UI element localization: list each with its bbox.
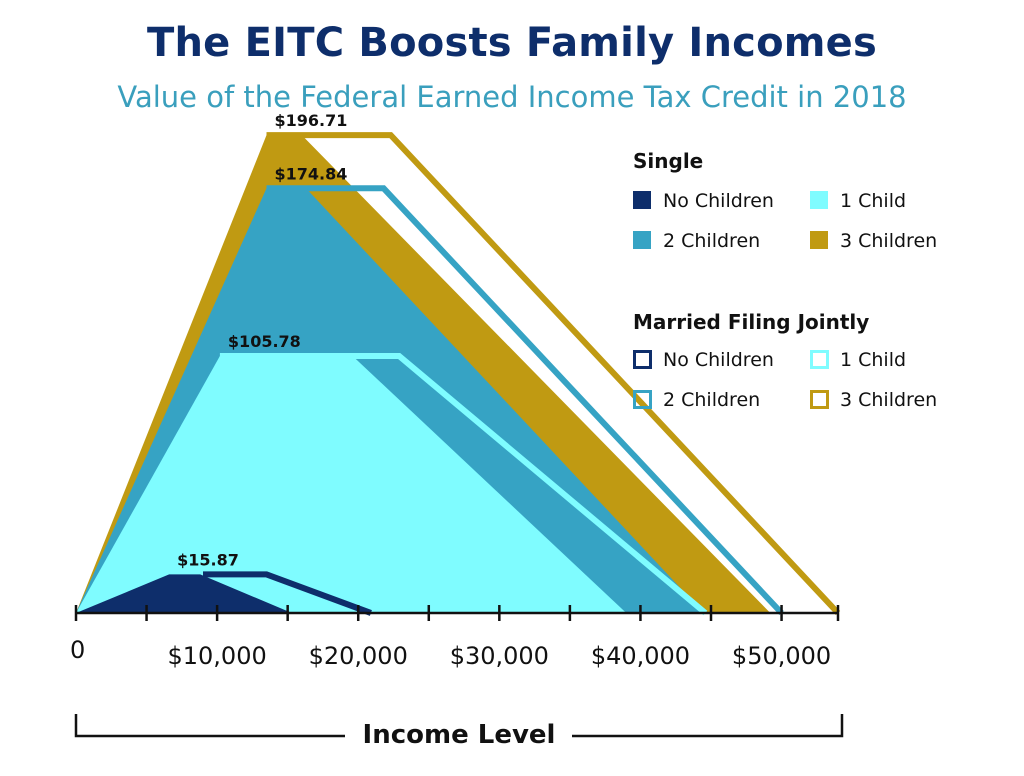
legend: Single No Children 1 Child 2 Children 3 Chil… (633, 149, 937, 411)
peak-label: $105.78 (228, 332, 301, 351)
series-layer (76, 132, 841, 616)
legend-label: 3 Children (840, 230, 937, 252)
x-tick-label: $50,000 (732, 642, 831, 670)
income-level-bracket: Income Level (74, 714, 844, 750)
peak-label: $196.71 (275, 111, 348, 130)
legend-label: 1 Child (840, 190, 906, 212)
bracket-right (572, 714, 844, 738)
chart-subtitle: Value of the Federal Earned Income Tax C… (117, 80, 907, 114)
legend-label: No Children (663, 349, 774, 371)
peak-label: $15.87 (177, 550, 239, 569)
x-tick-label: $30,000 (450, 642, 549, 670)
x-tick-label: 0 (70, 636, 85, 664)
bracket-left (74, 714, 345, 738)
legend-swatch-no-children (633, 191, 651, 209)
series-single-no-children (76, 574, 292, 613)
legend-heading: Married Filing Jointly (633, 310, 869, 334)
x-axis-title: Income Level (363, 720, 556, 750)
legend-swatch-1-child (810, 191, 828, 209)
x-tick-label: $10,000 (167, 642, 266, 670)
peak-labels: $196.71 $174.84 $105.78 $15.87 (177, 111, 347, 569)
legend-swatch-2-children (633, 231, 651, 249)
series-single-1-child (76, 356, 627, 613)
legend-label: No Children (663, 190, 774, 212)
x-tick-label: $40,000 (591, 642, 690, 670)
x-tick-label: $20,000 (309, 642, 408, 670)
legend-heading: Single (633, 149, 703, 173)
x-axis: 0 $10,000 $20,000 $30,000 $40,000 $50,000 (70, 605, 840, 670)
legend-swatch-outline-no-children (633, 350, 652, 369)
legend-swatch-outline-3-children (810, 390, 829, 409)
legend-label: 2 Children (663, 230, 760, 252)
legend-swatch-3-children (810, 231, 828, 249)
legend-label: 1 Child (840, 349, 906, 371)
series-married-filing-jointly-no-children (203, 571, 372, 616)
series-married-filing-jointly-3-children (266, 132, 841, 616)
legend-label: 3 Children (840, 389, 937, 411)
legend-label: 2 Children (663, 389, 760, 411)
chart-title: The EITC Boosts Family Incomes (147, 20, 877, 66)
legend-swatch-outline-2-children (633, 390, 652, 409)
legend-swatch-outline-1-child (810, 350, 829, 369)
peak-label: $174.84 (275, 164, 348, 183)
